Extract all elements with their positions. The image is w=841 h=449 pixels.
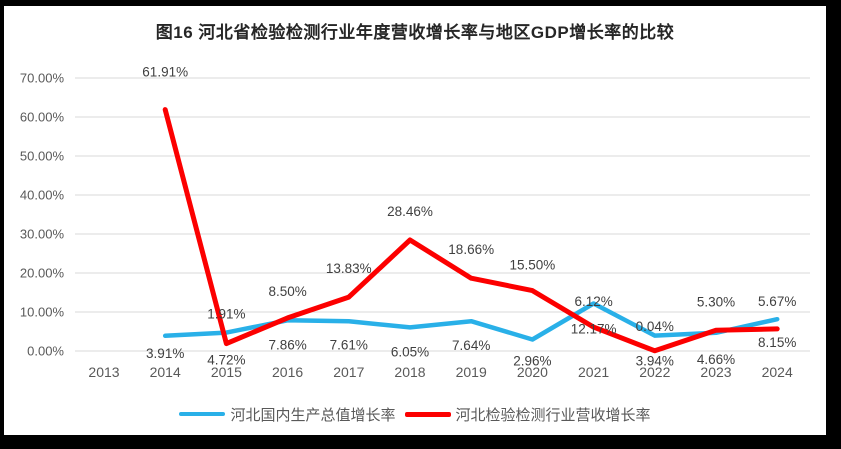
data-label: 7.86%: [268, 337, 306, 352]
y-axis-tick-label: 10.00%: [20, 305, 65, 320]
line-chart-plot: 0.00% 10.00% 20.00% 30.00% 40.00% 50.00% 60.00…: [20, 65, 810, 380]
data-label: 4.66%: [697, 352, 735, 367]
legend-label-gdp-growth: 河北国内生产总值增长率: [230, 406, 396, 424]
series-line-0: [162, 301, 780, 342]
data-label: 8.15%: [758, 335, 796, 350]
x-axis-tick-label: 2021: [578, 364, 609, 380]
data-label: 1.91%: [207, 307, 245, 322]
data-label: 2.96%: [513, 353, 551, 368]
y-axis-tick-label: 60.00%: [20, 110, 65, 125]
data-label: 61.91%: [142, 65, 188, 80]
data-label: 3.94%: [636, 354, 674, 369]
x-axis-tick-label: 2024: [762, 364, 793, 380]
x-axis-tick-label: 2018: [394, 364, 425, 380]
data-label: 8.50%: [268, 284, 306, 299]
data-label: 18.66%: [448, 242, 494, 257]
data-label: 7.64%: [452, 338, 490, 353]
data-label: 7.61%: [330, 337, 368, 352]
data-label: 6.05%: [391, 344, 429, 359]
chart-legend: 河北国内生产总值增长率 河北检验检测行业营收增长率: [4, 402, 826, 426]
data-label: 15.50%: [510, 258, 556, 273]
x-axis-tick-label: 2019: [456, 364, 487, 380]
x-axis-tick-label: 2013: [88, 364, 119, 380]
x-axis-tick-label: 2015: [211, 364, 242, 380]
data-label: 3.91%: [146, 346, 184, 361]
x-axis-tick-label: 2016: [272, 364, 303, 380]
data-label: 4.72%: [207, 353, 245, 368]
data-label: 12.17%: [571, 322, 617, 337]
x-axis-tick-label: 2014: [150, 364, 181, 380]
y-axis-tick-label: 40.00%: [20, 188, 65, 203]
y-axis-tick-label: 30.00%: [20, 227, 65, 242]
legend-swatch-blue-line: [179, 411, 226, 417]
data-label: 28.46%: [387, 204, 433, 219]
data-label: 13.83%: [326, 261, 372, 276]
series-line-1: [162, 107, 780, 354]
x-axis-tick-label: 2017: [333, 364, 364, 380]
x-axis-tick-label: 2020: [517, 364, 548, 380]
x-axis-tick-label: 2023: [700, 364, 731, 380]
y-axis-tick-label: 0.00%: [27, 344, 64, 359]
chart-title: 图16 河北省检验检测行业年度营收增长率与地区GDP增长率的比较: [155, 23, 675, 42]
legend-swatch-red-line: [404, 411, 451, 417]
data-label: 5.67%: [758, 294, 796, 309]
y-axis-tick-label: 50.00%: [20, 149, 65, 164]
legend-label-revenue-growth: 河北检验检测行业营收增长率: [455, 406, 651, 424]
y-axis-tick-label: 70.00%: [20, 71, 65, 86]
data-label: 5.30%: [697, 294, 735, 309]
x-axis-tick-label: 2022: [639, 364, 670, 380]
chart-canvas: 图16 河北省检验检测行业年度营收增长率与地区GDP增长率的比较 0.00% 10…: [4, 6, 826, 435]
legend-item-revenue-growth: 河北检验检测行业营收增长率: [404, 404, 651, 425]
y-axis-tick-label: 20.00%: [20, 266, 65, 281]
data-label: 6.12%: [574, 294, 612, 309]
data-label: 0.04%: [636, 319, 674, 334]
legend-item-gdp-growth: 河北国内生产总值增长率: [179, 404, 396, 425]
